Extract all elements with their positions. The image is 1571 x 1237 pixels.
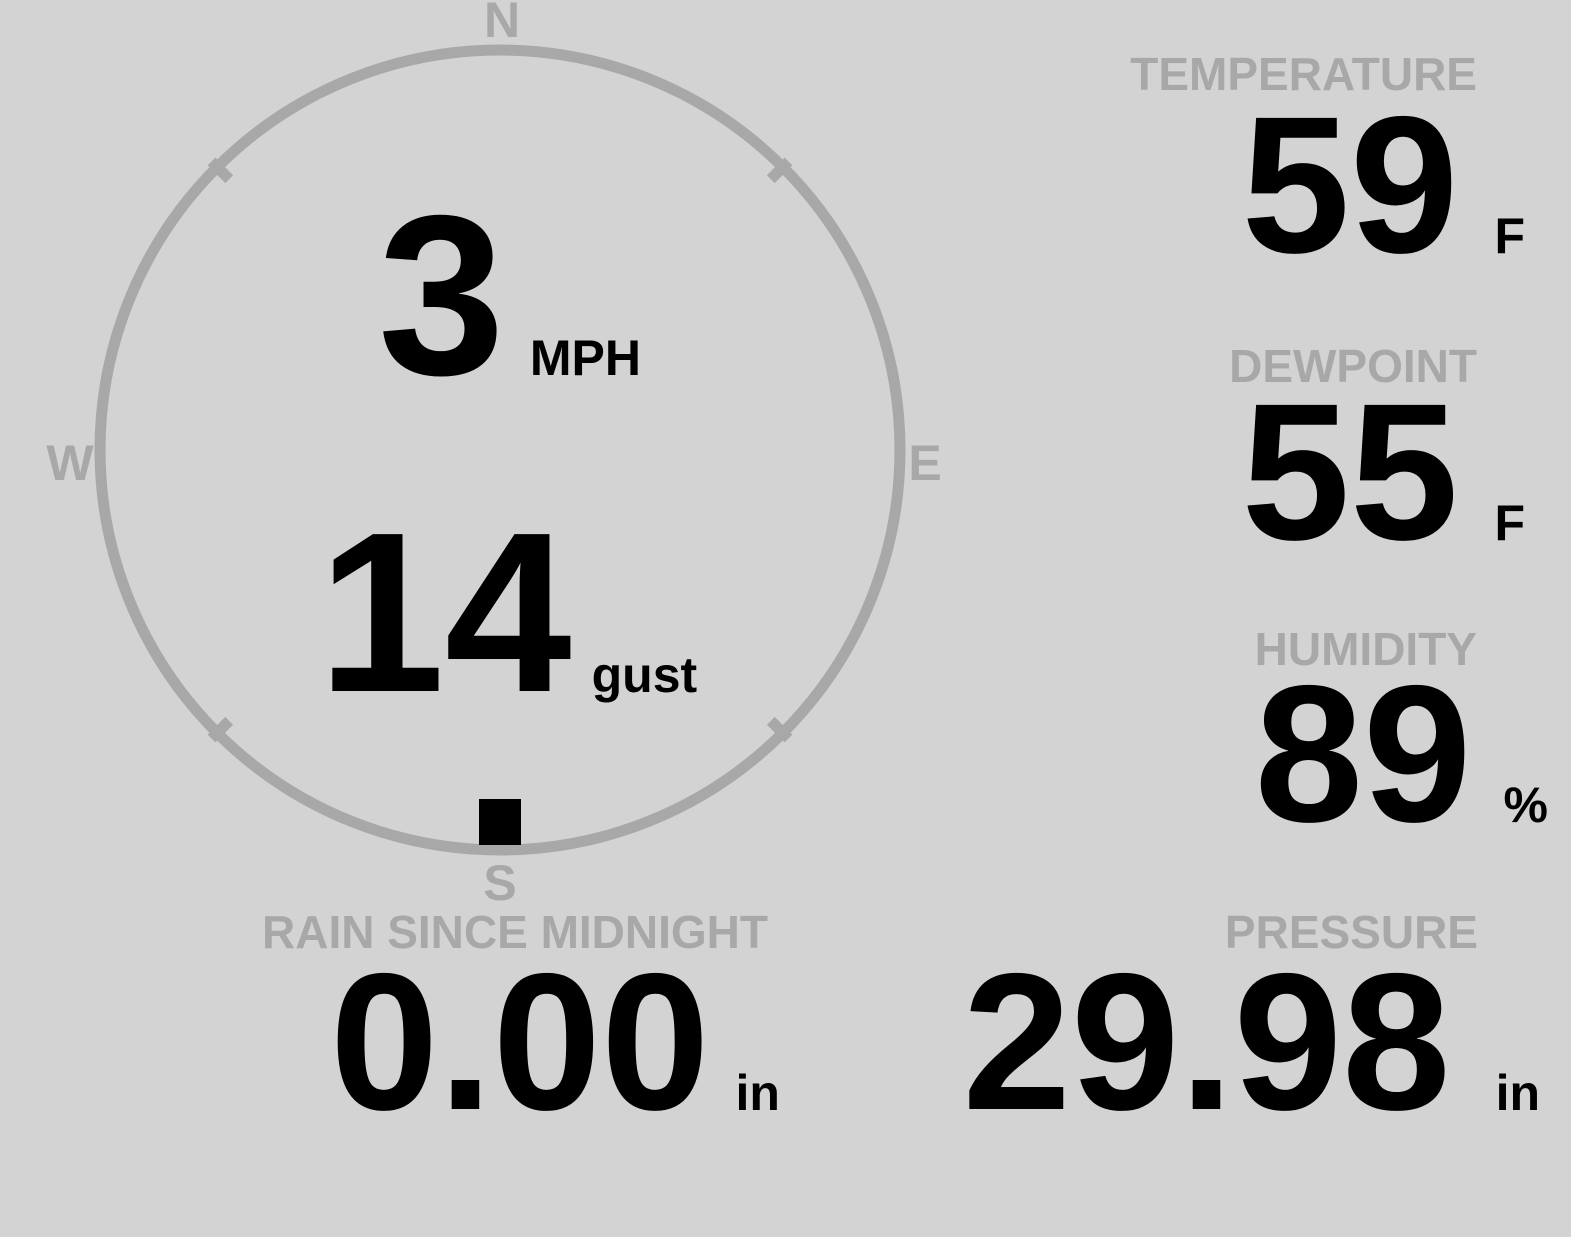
cardinal-north-label: N (483, 0, 521, 48)
wind-gust: 14 gust (318, 499, 697, 727)
wind-speed-unit: MPH (529, 330, 641, 386)
pressure-value: 29.98 (962, 933, 1451, 1151)
compass-tick-ne (766, 157, 793, 184)
wind-speed: 3 MPH (378, 182, 641, 410)
rain-unit: in (735, 1065, 780, 1121)
rain-label: RAIN SINCE MIDNIGHT (262, 906, 768, 958)
humidity-unit: % (1503, 777, 1548, 833)
rain-value: 0.00 (330, 933, 710, 1151)
temperature-unit: F (1494, 208, 1525, 264)
temperature-value: 59 (1241, 76, 1459, 294)
pressure-unit: in (1495, 1065, 1540, 1121)
compass-tick-nw (207, 157, 234, 184)
wind-gust-value: 14 (318, 486, 572, 740)
wind-gust-unit: gust (591, 647, 698, 703)
pressure-label: PRESSURE (1224, 906, 1478, 958)
pressure-reading: 29.98 in (963, 945, 1540, 1140)
cardinal-east-label: E (908, 435, 942, 491)
dewpoint-unit: F (1494, 495, 1525, 551)
rain-reading: 0.00 in (330, 945, 780, 1140)
dewpoint-value: 55 (1241, 363, 1459, 581)
temperature-reading: 59 F (1242, 88, 1525, 283)
compass-ring (94, 44, 906, 856)
humidity-value: 89 (1254, 645, 1472, 863)
cardinal-west-label: W (46, 435, 94, 491)
humidity-label: HUMIDITY (1254, 623, 1477, 675)
humidity-reading: 89 % (1255, 657, 1548, 852)
dewpoint-label: DEWPOINT (1229, 340, 1477, 392)
wind-direction-marker (479, 799, 521, 845)
cardinal-south-label: S (483, 855, 517, 911)
compass-tick-sw (207, 716, 234, 743)
temperature-label: TEMPERATURE (1130, 48, 1477, 100)
compass-tick-se (766, 716, 793, 743)
dewpoint-reading: 55 F (1242, 375, 1525, 570)
wind-speed-value: 3 (378, 169, 505, 423)
